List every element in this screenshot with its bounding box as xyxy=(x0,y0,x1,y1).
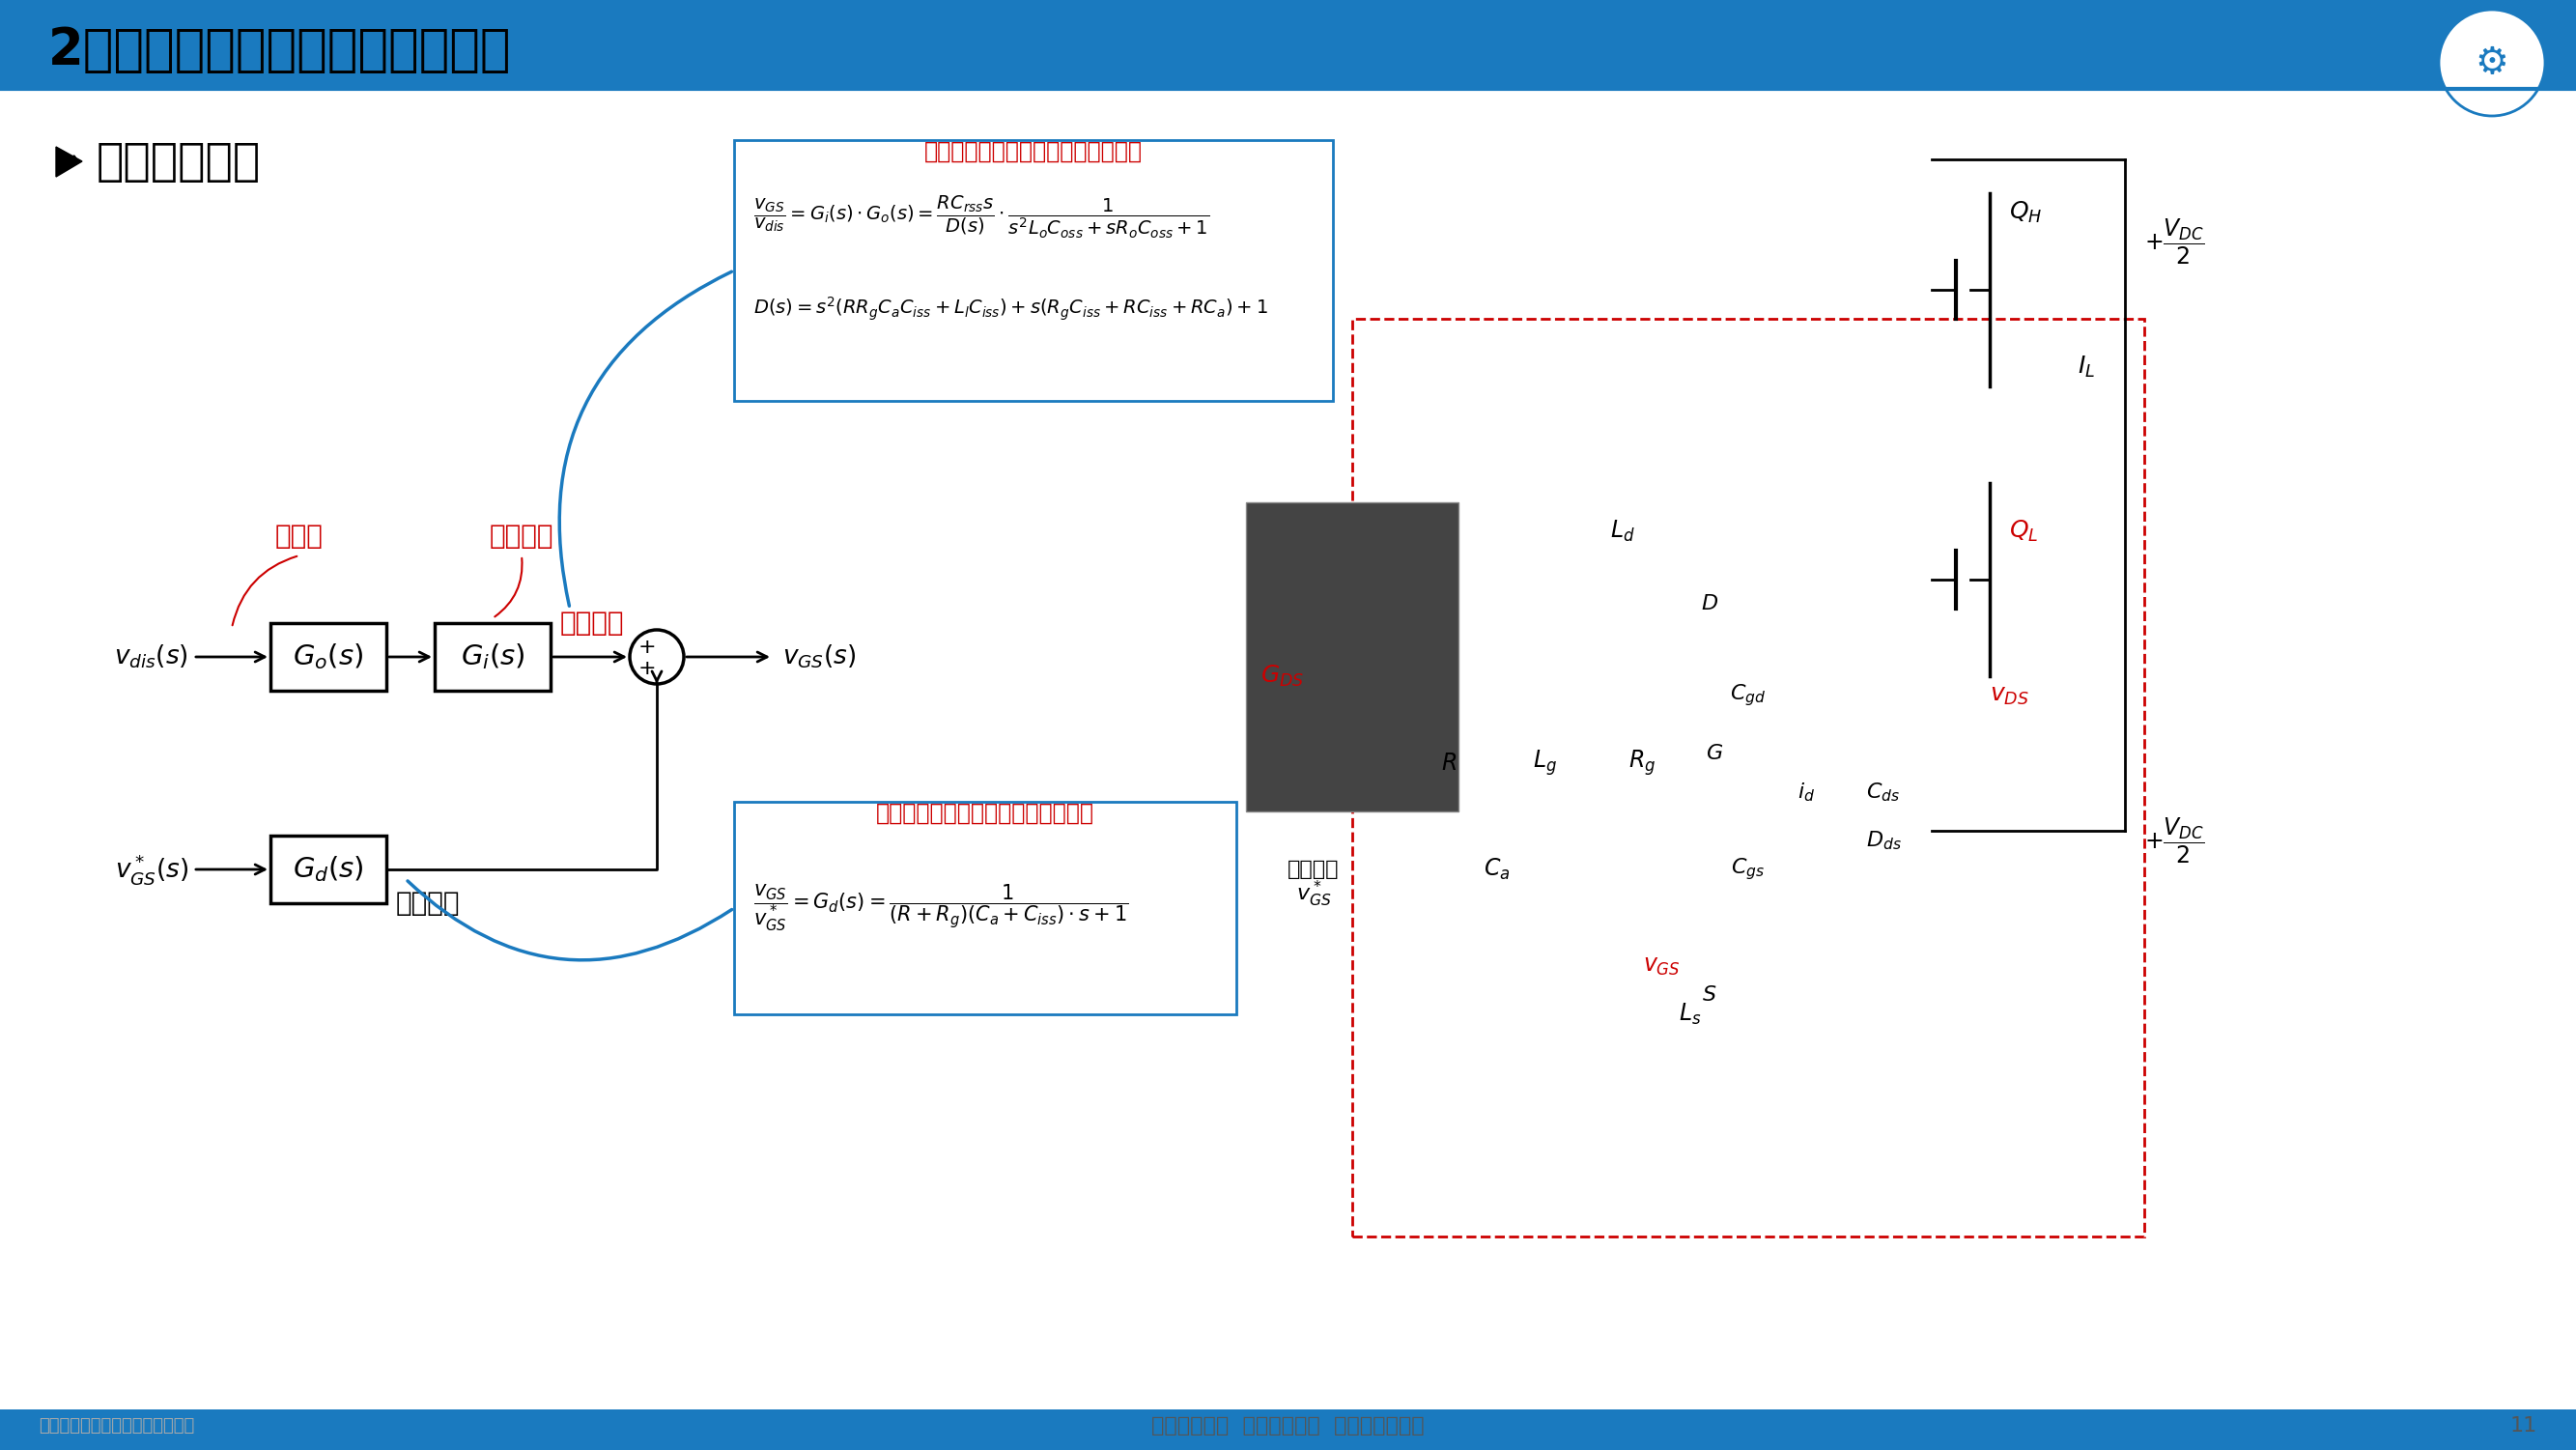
Bar xyxy=(270,624,386,690)
Text: $G_i(s)$: $G_i(s)$ xyxy=(461,642,526,671)
Text: 干扰路径: 干扰路径 xyxy=(489,522,554,550)
Text: 动态分量: 动态分量 xyxy=(559,609,623,637)
Text: $D(s) = s^2\left(RR_gC_aC_{iss} + L_lC_{iss}\right) + s\left(R_gC_{iss} + RC_{is: $D(s) = s^2\left(RR_gC_aC_{iss} + L_lC_{… xyxy=(752,296,1267,323)
Text: 干扰源: 干扰源 xyxy=(276,522,325,550)
Bar xyxy=(435,624,551,690)
Text: $v_{GS}^*(s)$: $v_{GS}^*(s)$ xyxy=(113,853,188,887)
Text: 脉冲电压干扰: 脉冲电压干扰 xyxy=(95,141,260,184)
Text: $R_g$: $R_g$ xyxy=(1628,748,1656,779)
Text: $C_{gd}$: $C_{gd}$ xyxy=(1731,683,1767,709)
Text: $I_L$: $I_L$ xyxy=(2079,354,2094,380)
Text: $Q_L$: $Q_L$ xyxy=(2009,519,2038,544)
FancyBboxPatch shape xyxy=(734,802,1236,1015)
Text: $+\dfrac{V_{DC}}{2}$: $+\dfrac{V_{DC}}{2}$ xyxy=(2143,815,2205,866)
Text: $L_s$: $L_s$ xyxy=(1680,1002,1703,1027)
Text: $S$: $S$ xyxy=(1703,986,1718,1005)
Text: +: + xyxy=(639,658,657,679)
Bar xyxy=(0,1409,2576,1450)
Text: 2、高速开关动作干扰栅极的路径: 2、高速开关动作干扰栅极的路径 xyxy=(49,25,513,75)
Text: $G_o(s)$: $G_o(s)$ xyxy=(294,642,363,671)
Text: ⚙: ⚙ xyxy=(2476,45,2509,81)
Text: $D$: $D$ xyxy=(1700,594,1718,613)
Text: $\dfrac{v_{GS}}{v_{dis}} = G_i(s) \cdot G_o(s) = \dfrac{RC_{rss}s}{D(s)} \cdot \: $\dfrac{v_{GS}}{v_{dis}} = G_i(s) \cdot … xyxy=(752,194,1211,241)
Polygon shape xyxy=(57,146,82,177)
Bar xyxy=(270,835,386,903)
Text: $C_{gs}$: $C_{gs}$ xyxy=(1731,857,1765,883)
Text: $G_d(s)$: $G_d(s)$ xyxy=(294,854,363,884)
Text: $G$: $G$ xyxy=(1705,744,1723,763)
Text: $+\dfrac{V_{DC}}{2}$: $+\dfrac{V_{DC}}{2}$ xyxy=(2143,216,2205,267)
Bar xyxy=(0,1409,2576,1450)
FancyBboxPatch shape xyxy=(734,141,1332,400)
Text: 表征驱动脉冲对栅源电压的正常驱动: 表征驱动脉冲对栅源电压的正常驱动 xyxy=(876,802,1095,825)
Text: $C_a$: $C_a$ xyxy=(1484,857,1510,882)
Circle shape xyxy=(629,629,683,684)
Text: $v_{GS}$: $v_{GS}$ xyxy=(1643,954,1680,977)
Text: $R$: $R$ xyxy=(1440,751,1455,774)
Text: 表征脉冲电压干扰对栅源电压的影响: 表征脉冲电压干扰对栅源电压的影响 xyxy=(925,141,1144,164)
Bar xyxy=(1352,319,2143,1237)
Text: +: + xyxy=(639,638,657,657)
Text: $v_{DS}$: $v_{DS}$ xyxy=(1989,684,2030,708)
Text: $v_{GS}(s)$: $v_{GS}(s)$ xyxy=(783,644,855,671)
Text: $\dfrac{v_{GS}}{v_{GS}^*} = G_d(s) = \dfrac{1}{(R+R_g)(C_a+C_{iss}) \cdot s + 1}: $\dfrac{v_{GS}}{v_{GS}^*} = G_d(s) = \df… xyxy=(752,883,1128,934)
Text: 北京交通大学  电气工程学院  电力电子研究所: 北京交通大学 电气工程学院 电力电子研究所 xyxy=(1151,1417,1425,1435)
Bar xyxy=(0,0,2576,87)
Bar xyxy=(1247,502,1458,812)
Circle shape xyxy=(2439,10,2545,116)
Text: 稳态分量: 稳态分量 xyxy=(397,890,461,916)
Text: 11: 11 xyxy=(2509,1417,2537,1435)
Text: 中国电工技术学会新媒体平台发布: 中国电工技术学会新媒体平台发布 xyxy=(39,1417,193,1434)
Text: $D_{ds}$: $D_{ds}$ xyxy=(1865,829,1901,851)
Text: $v_{dis}(s)$: $v_{dis}(s)$ xyxy=(113,644,188,671)
Text: $L_g$: $L_g$ xyxy=(1533,748,1558,779)
Text: $L_d$: $L_d$ xyxy=(1610,519,1636,544)
Text: $C_{ds}$: $C_{ds}$ xyxy=(1868,780,1901,803)
Text: $v_{GS}^*$: $v_{GS}^*$ xyxy=(1296,879,1332,909)
Text: $i_d$: $i_d$ xyxy=(1798,780,1816,803)
Text: $G_{DS}$: $G_{DS}$ xyxy=(1260,664,1303,689)
Text: 驱动信号: 驱动信号 xyxy=(1288,860,1340,879)
Text: $Q_H$: $Q_H$ xyxy=(2009,200,2043,225)
